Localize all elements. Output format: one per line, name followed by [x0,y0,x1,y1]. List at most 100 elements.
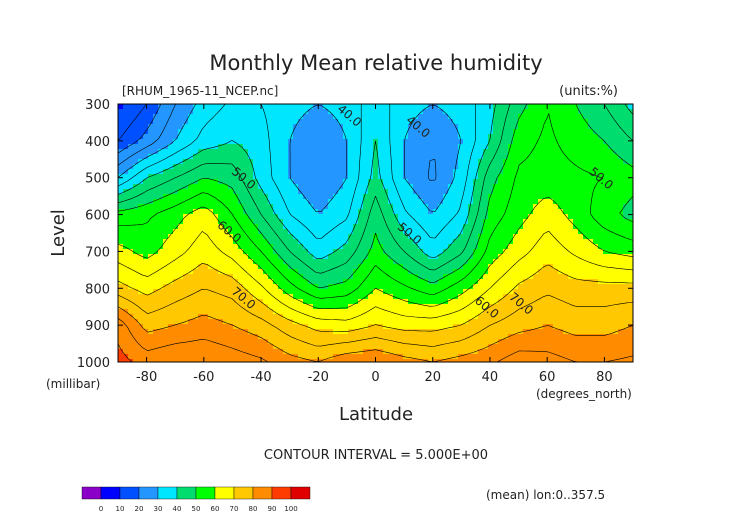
heatmap-cell [333,314,339,320]
heatmap-cell [478,164,484,170]
heatmap-cell [188,269,194,275]
heatmap-cell [528,239,534,245]
heatmap-cell [133,119,139,125]
heatmap-cell [378,194,384,200]
heatmap-cell [458,274,464,280]
heatmap-cell [133,314,139,320]
heatmap-cell [428,184,434,190]
heatmap-cell [228,199,234,205]
heatmap-cell [338,179,344,185]
heatmap-cell [248,229,254,235]
heatmap-cell [238,274,244,280]
heatmap-cell [428,189,434,195]
heatmap-cell [348,319,354,325]
heatmap-cell [293,309,299,315]
heatmap-cell [373,129,379,135]
heatmap-cell [238,184,244,190]
heatmap-cell [458,244,464,250]
heatmap-cell [138,339,144,345]
heatmap-cell [193,124,199,130]
heatmap-cell [368,214,374,220]
heatmap-cell [328,334,334,340]
heatmap-cell [238,129,244,135]
heatmap-cell [288,149,294,155]
heatmap-cell [363,164,369,170]
heatmap-cell [588,264,594,270]
heatmap-cell [133,154,139,160]
heatmap-cell [568,284,574,290]
heatmap-cell [378,124,384,130]
heatmap-cell [278,239,284,245]
heatmap-cell [283,309,289,315]
heatmap-cell [188,329,194,335]
heatmap-cell [278,234,284,240]
heatmap-cell [203,329,209,335]
heatmap-cell [308,329,314,335]
heatmap-cell [588,119,594,125]
heatmap-cell [453,314,459,320]
heatmap-cell [613,234,619,240]
heatmap-cell [523,214,529,220]
heatmap-cell [373,229,379,235]
heatmap-cell [288,324,294,330]
heatmap-cell [578,114,584,120]
heatmap-cell [293,144,299,150]
heatmap-cell [263,234,269,240]
heatmap-cell [598,164,604,170]
heatmap-cell [518,139,524,145]
heatmap-cell [158,334,164,340]
heatmap-cell [483,204,489,210]
heatmap-cell [373,109,379,115]
heatmap-cell [348,229,354,235]
heatmap-cell [353,239,359,245]
heatmap-cell [608,319,614,325]
heatmap-cell [613,159,619,165]
heatmap-cell [148,299,154,305]
heatmap-cell [623,324,629,330]
heatmap-cell [498,239,504,245]
heatmap-cell [338,189,344,195]
heatmap-cell [528,224,534,230]
heatmap-cell [433,269,439,275]
heatmap-cell [218,114,224,120]
heatmap-cell [288,119,294,125]
heatmap-cell [333,209,339,215]
heatmap-cell [568,334,574,340]
heatmap-cell [203,274,209,280]
heatmap-cell [383,169,389,175]
heatmap-cell [383,219,389,225]
heatmap-cell [263,169,269,175]
heatmap-cell [168,244,174,250]
heatmap-cell [508,259,514,265]
heatmap-cell [218,214,224,220]
heatmap-cell [443,249,449,255]
heatmap-cell [388,169,394,175]
heatmap-cell [118,139,124,145]
heatmap-cell [463,229,469,235]
heatmap-cell [333,259,339,265]
heatmap-cell [388,279,394,285]
heatmap-cell [258,184,264,190]
heatmap-cell [203,144,209,150]
heatmap-cell [353,149,359,155]
heatmap-cell [368,119,374,125]
heatmap-cell [378,154,384,160]
heatmap-cell [598,309,604,315]
heatmap-cell [468,109,474,115]
heatmap-cell [303,194,309,200]
heatmap-cell [623,129,629,135]
heatmap-cell [303,259,309,265]
heatmap-cell [403,194,409,200]
heatmap-cell [313,269,319,275]
heatmap-cell [418,199,424,205]
heatmap-cell [423,284,429,290]
heatmap-cell [468,189,474,195]
heatmap-cell [138,329,144,335]
heatmap-cell [258,339,264,345]
heatmap-cell [383,184,389,190]
heatmap-cell [463,169,469,175]
heatmap-cell [143,129,149,135]
heatmap-cell [258,219,264,225]
heatmap-cell [358,139,364,145]
heatmap-cell [228,104,234,110]
